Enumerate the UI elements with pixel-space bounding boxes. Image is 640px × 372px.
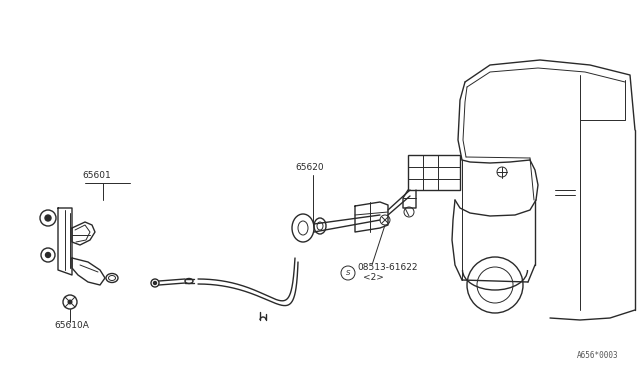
Circle shape xyxy=(68,300,72,304)
Circle shape xyxy=(45,253,51,257)
Circle shape xyxy=(45,215,51,221)
Circle shape xyxy=(154,282,157,285)
FancyBboxPatch shape xyxy=(408,155,460,190)
Text: 65610A: 65610A xyxy=(54,321,89,330)
Text: 65601: 65601 xyxy=(82,171,111,180)
Text: S: S xyxy=(346,270,350,276)
Text: <2>: <2> xyxy=(363,273,384,282)
Text: 65620: 65620 xyxy=(295,163,324,172)
Text: A656*0003: A656*0003 xyxy=(577,351,618,360)
Text: 08513-61622: 08513-61622 xyxy=(357,263,417,272)
